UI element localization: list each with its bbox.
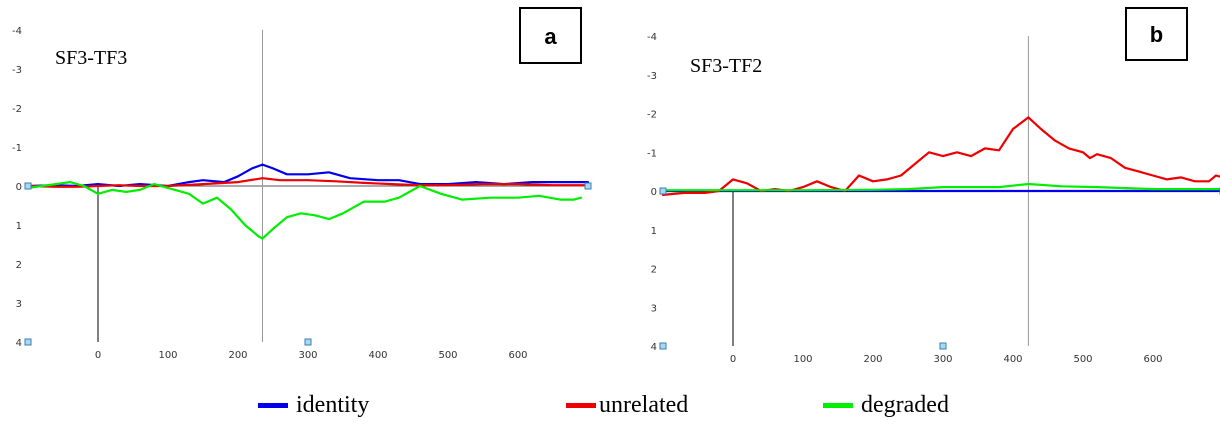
marker-square	[939, 342, 947, 350]
y-tick-label: 3	[16, 299, 22, 310]
panel-a-label: a	[544, 24, 557, 49]
y-tick-label: 4	[651, 342, 657, 353]
y-tick-label: -1	[647, 148, 657, 159]
y-tick-label: -2	[12, 104, 22, 115]
legend-swatch-degraded	[823, 403, 853, 408]
x-tick-label: 300	[933, 354, 952, 365]
y-tick-label: 3	[651, 303, 657, 314]
panel-a: a SF3-TF3 -4 -3 -2 -1 0 1 2 3 4 0 100 200 300 400 500 6…	[12, 7, 592, 361]
y-tick-label: -4	[647, 32, 657, 43]
y-tick-label: 2	[651, 265, 657, 276]
marker-square	[659, 187, 667, 195]
panel-b-title: SF3-TF2	[690, 55, 762, 77]
series-line-identity	[26, 163, 590, 188]
panel-b: b SF3-TF2 -4 -3 -2 -1 0 1 2 3 4 0 100 200 300 400 500 6…	[647, 7, 1220, 365]
x-tick-label: 200	[228, 350, 247, 361]
x-tick-label: 100	[793, 354, 812, 365]
y-tick-label: -4	[12, 26, 22, 37]
legend-swatch-identity	[258, 403, 288, 408]
y-tick-label: -3	[12, 65, 22, 76]
panel-a-label-box	[519, 7, 582, 64]
x-tick-label: 600	[1143, 354, 1162, 365]
y-tick-label: 1	[16, 221, 22, 232]
marker-square	[584, 182, 592, 190]
x-tick-label: 500	[1073, 354, 1092, 365]
x-tick-label: 0	[95, 350, 101, 361]
marker-square	[659, 342, 667, 350]
x-tick-label: 600	[508, 350, 527, 361]
panel-a-title: SF3-TF3	[55, 47, 127, 69]
y-tick-label: 4	[16, 338, 22, 349]
y-tick-label: 1	[651, 226, 657, 237]
y-tick-label: -2	[647, 110, 657, 121]
x-tick-label: 500	[438, 350, 457, 361]
y-tick-label: 0	[651, 187, 657, 198]
panel-b-label-box	[1125, 7, 1188, 61]
series-line-degraded	[661, 182, 1220, 192]
y-tick-label: -3	[647, 71, 657, 82]
legend-item-unrelated: unrelated	[566, 392, 688, 419]
x-tick-label: 400	[368, 350, 387, 361]
y-tick-label: -1	[12, 143, 22, 154]
legend-label-identity: identity	[296, 392, 370, 418]
legend-swatch-unrelated	[566, 403, 596, 408]
y-tick-label: 2	[16, 260, 22, 271]
series-line-degraded	[26, 181, 583, 240]
legend-label-degraded: degraded	[861, 392, 949, 418]
legend: identity unrelated degraded	[0, 392, 1220, 432]
series-line-unrelated	[26, 177, 590, 188]
marker-square	[24, 338, 32, 346]
series-line-unrelated	[661, 116, 1220, 196]
panel-b-label: b	[1150, 22, 1163, 47]
x-tick-label: 400	[1003, 354, 1022, 365]
marker-square	[304, 338, 312, 346]
marker-square	[24, 182, 32, 190]
legend-item-degraded: degraded	[823, 392, 949, 419]
x-tick-label: 0	[730, 354, 736, 365]
legend-label-unrelated: unrelated	[599, 392, 689, 418]
x-tick-label: 200	[863, 354, 882, 365]
x-tick-label: 100	[158, 350, 177, 361]
x-tick-label: 300	[298, 350, 317, 361]
legend-item-identity: identity	[258, 392, 369, 419]
y-tick-label: 0	[16, 182, 22, 193]
